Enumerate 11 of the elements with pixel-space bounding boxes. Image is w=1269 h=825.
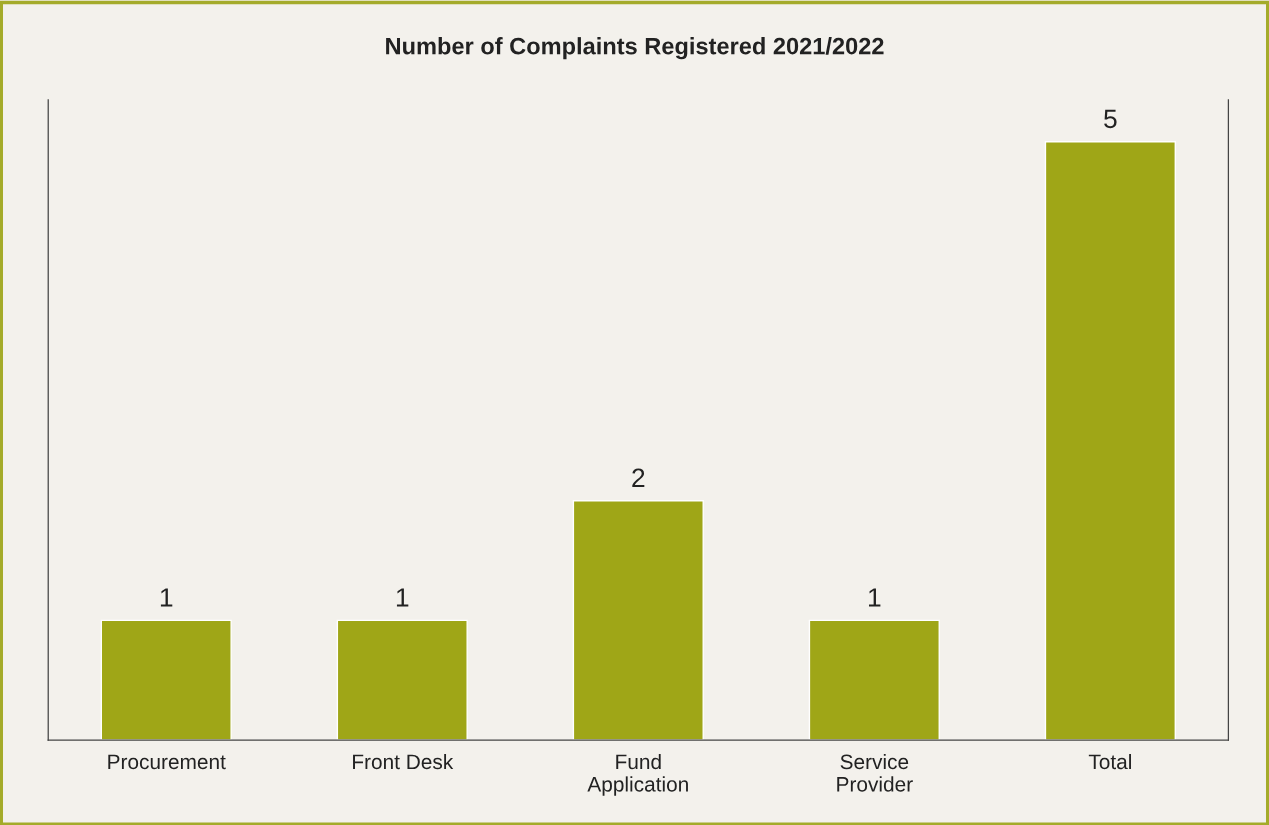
x-tick-label: Fund Application xyxy=(587,753,688,796)
data-label: 2 xyxy=(632,468,645,487)
data-label: 1 xyxy=(396,588,409,607)
x-tick-label: Procurement xyxy=(108,754,226,770)
x-tick-label: Total xyxy=(1088,753,1131,770)
data-label: 5 xyxy=(1104,109,1117,129)
x-tick-label: Front Desk xyxy=(353,753,454,770)
x-tick-label: Service Provider xyxy=(837,753,913,792)
data-label: 1 xyxy=(160,588,173,607)
data-label: 1 xyxy=(869,588,881,607)
chart-title: Number of Complaints Registered 2021/2022 xyxy=(386,37,884,60)
